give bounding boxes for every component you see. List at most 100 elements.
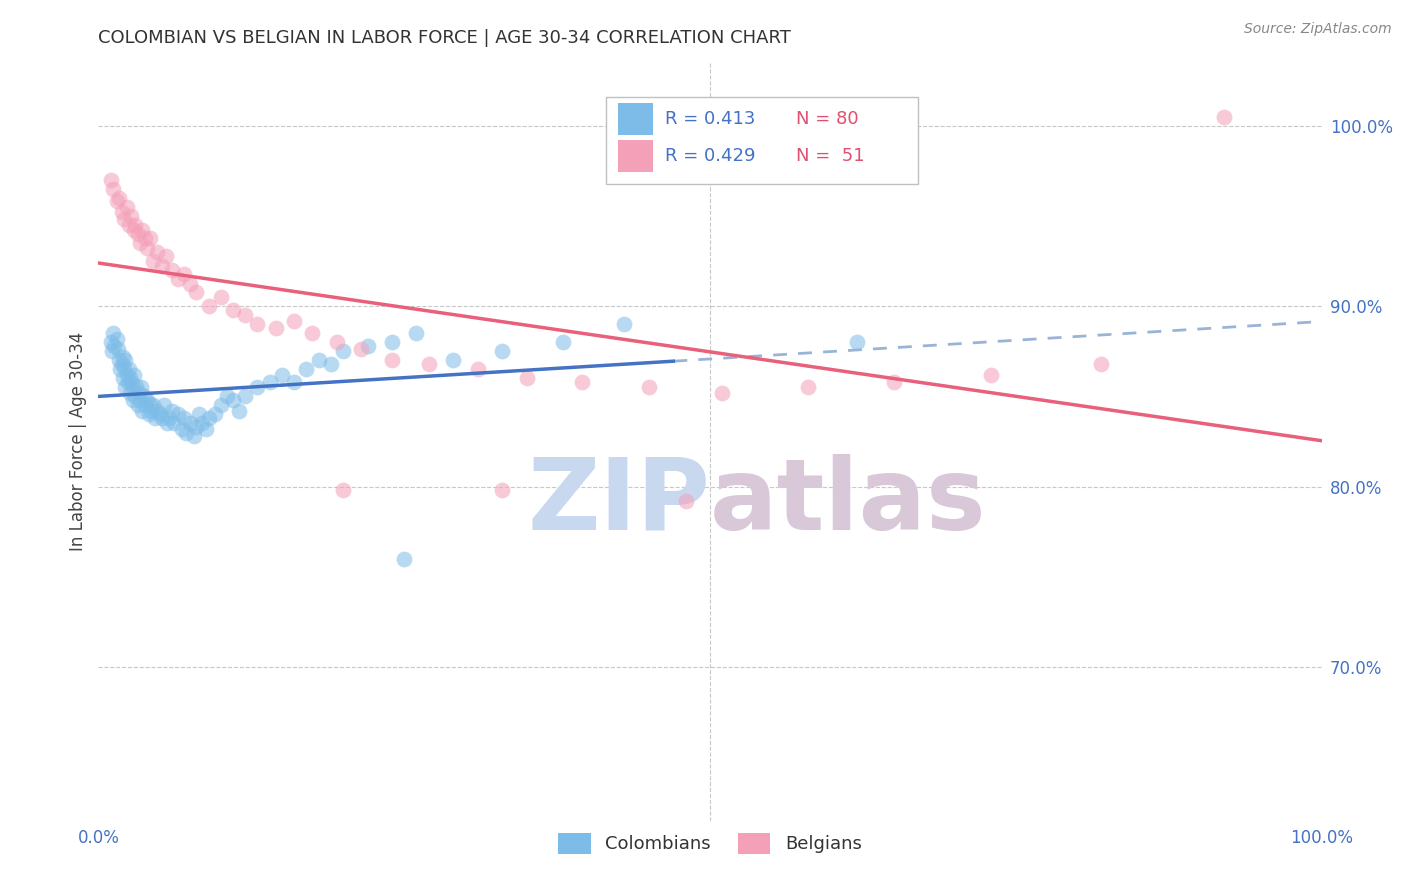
Point xyxy=(138,408,160,422)
Point xyxy=(301,326,323,341)
Point xyxy=(150,260,173,274)
Point xyxy=(124,218,146,232)
Point xyxy=(797,380,820,394)
Point xyxy=(111,205,134,219)
Point xyxy=(129,380,152,394)
Point xyxy=(637,380,661,394)
Point xyxy=(170,422,193,436)
Point xyxy=(883,375,905,389)
Point xyxy=(173,267,195,281)
Text: COLOMBIAN VS BELGIAN IN LABOR FORCE | AGE 30-34 CORRELATION CHART: COLOMBIAN VS BELGIAN IN LABOR FORCE | AG… xyxy=(98,29,792,47)
Point xyxy=(308,353,330,368)
Point xyxy=(100,335,122,350)
FancyBboxPatch shape xyxy=(606,96,918,184)
Point xyxy=(332,483,354,498)
Point xyxy=(441,353,464,368)
Point xyxy=(173,411,195,425)
Point xyxy=(134,230,156,244)
Point xyxy=(209,290,232,304)
Point xyxy=(157,411,180,425)
Point xyxy=(381,353,404,368)
Point xyxy=(259,375,281,389)
Point xyxy=(195,422,218,436)
Point xyxy=(142,399,165,413)
Point xyxy=(143,411,166,425)
Point xyxy=(120,385,142,400)
Point xyxy=(115,368,138,382)
Point xyxy=(115,200,138,214)
Point xyxy=(124,389,146,403)
Point xyxy=(121,392,143,407)
Point xyxy=(197,299,219,313)
Point xyxy=(139,230,162,244)
Point xyxy=(160,404,183,418)
Point xyxy=(125,378,148,392)
Point xyxy=(131,223,153,237)
Point xyxy=(186,420,208,434)
Point xyxy=(120,371,142,385)
Point xyxy=(392,552,416,566)
Point xyxy=(295,362,318,376)
Point xyxy=(105,194,128,209)
Point xyxy=(186,285,208,299)
Point xyxy=(246,317,269,331)
Point xyxy=(156,417,179,431)
Point xyxy=(167,272,190,286)
Point xyxy=(405,326,427,341)
Point xyxy=(467,362,489,376)
Point xyxy=(491,483,513,498)
Point xyxy=(122,368,145,382)
Point xyxy=(711,385,734,400)
Point xyxy=(114,380,136,394)
Point xyxy=(183,429,205,443)
Point xyxy=(149,408,172,422)
Point xyxy=(326,335,349,350)
Text: R = 0.429: R = 0.429 xyxy=(665,146,755,165)
Point xyxy=(553,335,575,350)
Point xyxy=(110,362,132,376)
Point xyxy=(215,389,238,403)
Point xyxy=(132,389,155,403)
FancyBboxPatch shape xyxy=(619,103,652,136)
Point xyxy=(176,425,198,440)
Point xyxy=(129,392,152,407)
Point xyxy=(179,277,201,292)
Legend: Colombians, Belgians: Colombians, Belgians xyxy=(551,826,869,861)
Point xyxy=(491,344,513,359)
Point xyxy=(128,385,150,400)
Point xyxy=(197,411,219,425)
Point xyxy=(283,313,305,327)
Point xyxy=(270,368,294,382)
Point xyxy=(264,321,287,335)
Point xyxy=(121,380,143,394)
Point xyxy=(134,399,156,413)
Point xyxy=(107,343,129,357)
Point xyxy=(350,343,373,357)
Point xyxy=(111,350,134,364)
Point xyxy=(120,375,142,389)
Text: R = 0.413: R = 0.413 xyxy=(665,111,755,128)
Point xyxy=(101,326,124,341)
Point xyxy=(103,339,125,353)
Point xyxy=(120,209,142,223)
Point xyxy=(105,332,128,346)
Text: ZIP: ZIP xyxy=(527,454,710,550)
Point xyxy=(160,263,183,277)
Y-axis label: In Labor Force | Age 30-34: In Labor Force | Age 30-34 xyxy=(69,332,87,551)
Point xyxy=(332,344,354,359)
Point xyxy=(187,408,209,422)
Point xyxy=(136,241,159,255)
Point xyxy=(127,227,149,241)
Point xyxy=(356,339,378,353)
Point xyxy=(118,362,141,376)
Point xyxy=(117,375,139,389)
Point xyxy=(108,353,131,368)
Point xyxy=(233,389,256,403)
Point xyxy=(112,360,135,375)
Point xyxy=(163,417,186,431)
Point xyxy=(146,404,169,418)
Point xyxy=(571,375,593,389)
Point xyxy=(233,308,256,322)
Point xyxy=(114,353,136,368)
Point xyxy=(155,249,177,263)
